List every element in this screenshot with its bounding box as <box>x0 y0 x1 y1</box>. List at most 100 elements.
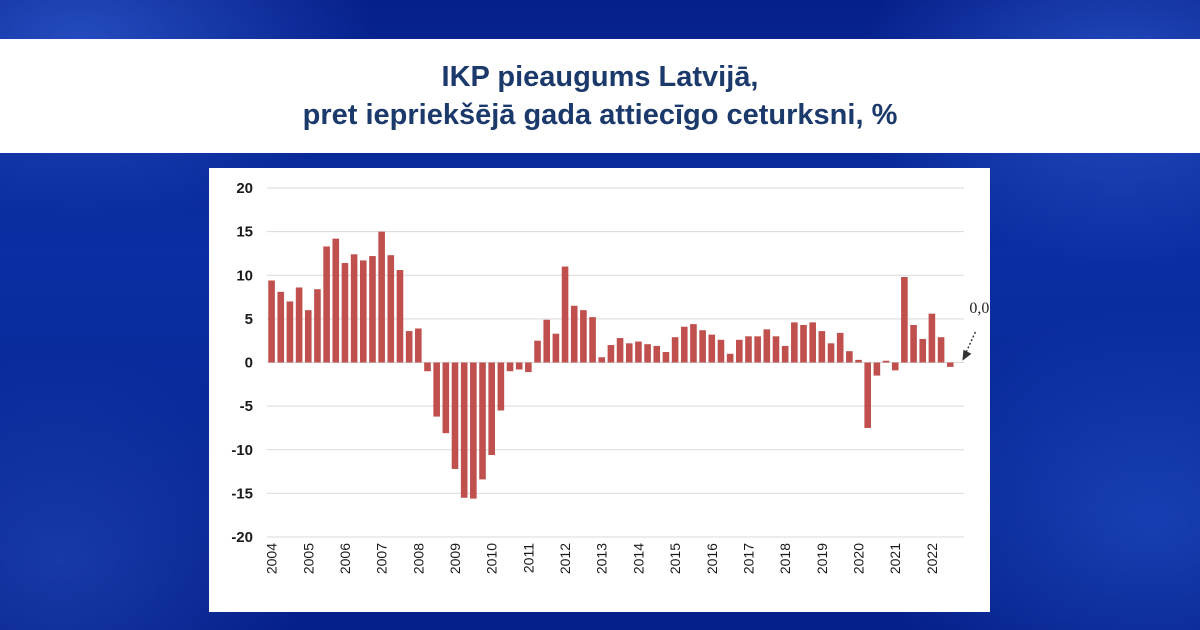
bar <box>442 362 450 434</box>
x-tick-label: 2016 <box>704 543 720 574</box>
y-axis-ticks: 20 15 10 5 0 -5 -10 -15 -20 <box>231 180 253 546</box>
x-tick-label: 2010 <box>484 543 500 574</box>
bar <box>552 333 560 363</box>
x-tick-label: 2022 <box>924 543 940 574</box>
x-tick-label: 2015 <box>667 543 683 574</box>
x-tick-label: 2011 <box>520 543 536 573</box>
bar <box>680 326 688 363</box>
bar <box>919 338 927 363</box>
y-tick-label: -15 <box>231 485 253 502</box>
bar <box>359 260 367 363</box>
bars <box>268 231 954 499</box>
y-tick-label: 0 <box>245 355 253 372</box>
x-tick-label: 2013 <box>594 543 610 574</box>
x-tick-label: 2006 <box>337 543 353 574</box>
x-tick-label: 2005 <box>300 543 316 574</box>
bar <box>910 324 917 363</box>
x-tick-label: 2009 <box>447 543 463 574</box>
bar <box>873 362 881 376</box>
bar <box>424 362 431 372</box>
bar <box>800 324 807 363</box>
bar <box>332 238 340 363</box>
bar <box>827 343 835 363</box>
bar <box>653 345 661 363</box>
bar <box>616 338 624 363</box>
bar <box>561 266 569 363</box>
bar <box>341 263 349 363</box>
bar <box>470 362 477 499</box>
x-tick-label: 2004 <box>264 543 280 574</box>
bar <box>690 324 697 363</box>
bar <box>515 362 523 370</box>
bar <box>405 331 413 363</box>
x-tick-label: 2008 <box>410 543 426 574</box>
x-tick-label: 2014 <box>630 543 646 574</box>
bar <box>625 343 633 363</box>
bar <box>901 277 908 363</box>
annotation-arrowhead <box>962 349 972 361</box>
bar <box>277 291 285 363</box>
bar <box>350 254 358 363</box>
bar <box>314 289 321 363</box>
chart-title-line-2: pret iepriekšējā gada attiecīgo ceturksn… <box>302 99 898 131</box>
x-tick-label: 2018 <box>777 543 793 574</box>
bar <box>497 362 505 411</box>
y-tick-label: -10 <box>231 442 253 459</box>
y-tick-label: 20 <box>236 180 253 197</box>
y-tick-label: -5 <box>240 398 253 415</box>
bar <box>937 337 945 363</box>
x-tick-label: 2007 <box>374 543 390 574</box>
bar <box>726 353 734 363</box>
bar <box>506 362 514 372</box>
bar <box>286 301 294 363</box>
bar <box>534 340 541 363</box>
bar <box>745 336 752 363</box>
bar <box>855 359 862 363</box>
bar <box>772 336 780 363</box>
bar <box>864 362 871 428</box>
bar <box>662 352 670 363</box>
bar <box>644 344 651 363</box>
bar <box>570 305 578 363</box>
bar <box>460 362 468 498</box>
bar <box>781 345 789 363</box>
y-tick-label: 5 <box>245 311 253 328</box>
bar <box>543 319 551 363</box>
bar <box>525 362 532 373</box>
bar <box>589 317 596 363</box>
bar <box>791 322 798 363</box>
bar <box>479 362 486 480</box>
chart-title-line-1: IKP pieaugums Latvijā, <box>441 61 759 93</box>
annotation: 0,0 <box>962 300 989 361</box>
y-tick-label: 10 <box>236 267 253 284</box>
bar <box>836 332 844 363</box>
bar <box>268 280 275 363</box>
bar <box>846 351 853 363</box>
y-tick-label: 15 <box>236 224 253 241</box>
chart-panel: 20 15 10 5 0 -5 -10 -15 -20 2004 2005 2006 2007 2008… <box>209 168 990 612</box>
bar <box>882 360 890 363</box>
bar <box>809 322 816 363</box>
bar <box>607 345 615 363</box>
bar <box>736 339 743 363</box>
bar <box>378 231 385 363</box>
bar <box>717 339 725 363</box>
bar <box>818 331 826 363</box>
y-tick-label: -20 <box>231 529 253 546</box>
bar <box>323 246 330 363</box>
annotation-label: 0,0 <box>969 300 989 317</box>
title-banner: IKP pieaugums Latvijā, pret iepriekšējā … <box>0 39 1200 153</box>
x-tick-label: 2012 <box>557 543 573 574</box>
bar <box>708 334 716 363</box>
bar <box>451 362 459 469</box>
bar <box>928 313 936 363</box>
bar <box>387 255 395 363</box>
bar <box>763 329 771 363</box>
bar <box>304 310 312 363</box>
bar <box>488 362 495 455</box>
bar <box>891 362 899 371</box>
x-axis-ticks: 2004 2005 2006 2007 2008 2009 2010 2011 2012 2013… <box>264 543 940 574</box>
bar <box>295 287 303 363</box>
bar <box>635 341 642 363</box>
